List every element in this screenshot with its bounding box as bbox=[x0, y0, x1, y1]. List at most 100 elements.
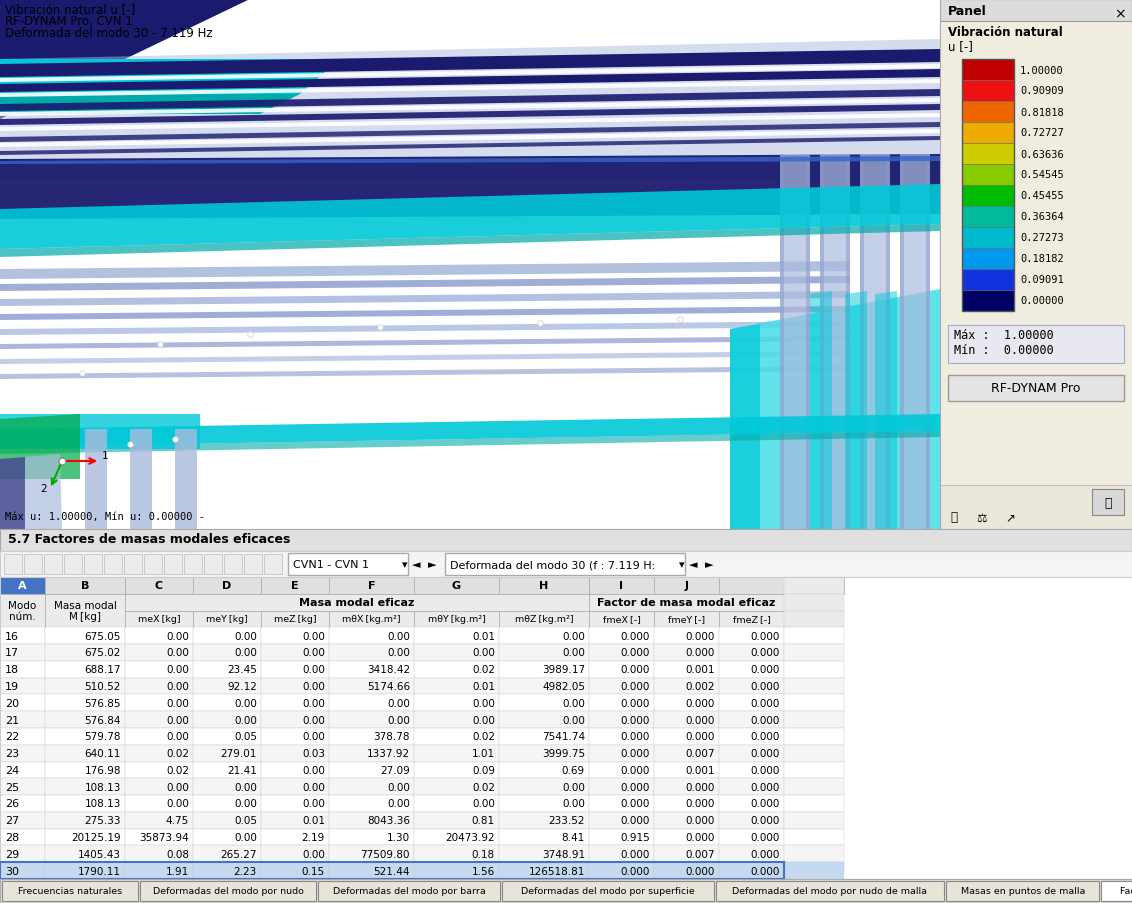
Text: 0.000: 0.000 bbox=[686, 782, 715, 792]
Bar bbox=[503, 881, 713, 901]
Bar bbox=[1092, 489, 1124, 516]
Bar bbox=[784, 845, 844, 862]
Text: 675.05: 675.05 bbox=[85, 631, 121, 641]
Bar bbox=[654, 661, 719, 678]
Bar bbox=[499, 661, 589, 678]
Bar bbox=[192, 610, 261, 628]
Bar bbox=[164, 554, 182, 574]
Polygon shape bbox=[780, 154, 784, 529]
Text: 0.00: 0.00 bbox=[234, 647, 257, 657]
Bar bbox=[192, 745, 261, 762]
Text: 0.01: 0.01 bbox=[302, 815, 325, 825]
Text: 🔍: 🔍 bbox=[1104, 497, 1112, 510]
Text: 92.12: 92.12 bbox=[228, 681, 257, 692]
Text: 0.000: 0.000 bbox=[751, 849, 780, 859]
Text: Frecuencias naturales: Frecuencias naturales bbox=[18, 887, 122, 896]
Bar bbox=[719, 829, 784, 845]
Bar bbox=[329, 661, 414, 678]
Bar bbox=[329, 762, 414, 778]
Text: u [-]: u [-] bbox=[947, 40, 972, 53]
Text: 279.01: 279.01 bbox=[221, 749, 257, 759]
Text: 20125.19: 20125.19 bbox=[71, 833, 121, 842]
Bar bbox=[962, 60, 1014, 312]
Bar bbox=[261, 728, 329, 745]
Text: 0.63636: 0.63636 bbox=[1020, 149, 1064, 159]
Bar bbox=[654, 678, 719, 694]
Text: Factores de masas modales eficaces: Factores de masas modales eficaces bbox=[1120, 887, 1132, 896]
Bar bbox=[589, 661, 654, 678]
Text: 0.00: 0.00 bbox=[302, 647, 325, 657]
Bar bbox=[654, 628, 719, 645]
Bar bbox=[192, 778, 261, 796]
Bar bbox=[125, 812, 192, 829]
Bar bbox=[719, 796, 784, 812]
Text: 0.001: 0.001 bbox=[686, 765, 715, 775]
Text: 0.09: 0.09 bbox=[472, 765, 495, 775]
Text: 16: 16 bbox=[5, 631, 19, 641]
Polygon shape bbox=[0, 60, 340, 95]
Text: Masa modal
M [kg]: Masa modal M [kg] bbox=[53, 600, 117, 621]
Bar bbox=[84, 554, 102, 574]
Bar bbox=[499, 728, 589, 745]
Bar bbox=[0, 845, 45, 862]
Bar bbox=[329, 862, 414, 879]
Text: 0.05: 0.05 bbox=[234, 815, 257, 825]
Text: F: F bbox=[368, 581, 375, 591]
Bar bbox=[719, 845, 784, 862]
Bar bbox=[962, 270, 1014, 291]
Text: 1: 1 bbox=[102, 451, 109, 461]
Text: Vibración natural: Vibración natural bbox=[947, 26, 1063, 39]
Text: 0.000: 0.000 bbox=[686, 631, 715, 641]
Bar bbox=[784, 694, 844, 712]
Text: 🎨: 🎨 bbox=[951, 511, 958, 524]
Text: 0.00: 0.00 bbox=[234, 798, 257, 808]
Bar bbox=[0, 712, 45, 728]
Text: 0.000: 0.000 bbox=[686, 698, 715, 708]
Text: Máx :  1.00000: Máx : 1.00000 bbox=[954, 329, 1054, 341]
Text: 0.00: 0.00 bbox=[302, 715, 325, 725]
Bar bbox=[261, 745, 329, 762]
Polygon shape bbox=[0, 90, 940, 112]
Bar bbox=[125, 594, 589, 610]
Bar bbox=[192, 694, 261, 712]
Bar bbox=[589, 610, 654, 628]
Text: 4.75: 4.75 bbox=[165, 815, 189, 825]
Text: 19: 19 bbox=[5, 681, 19, 692]
Text: 0.01: 0.01 bbox=[472, 681, 495, 692]
Text: Mín :  0.00000: Mín : 0.00000 bbox=[954, 344, 1054, 357]
Bar bbox=[589, 712, 654, 728]
Text: 0.000: 0.000 bbox=[751, 765, 780, 775]
Bar bbox=[946, 881, 1099, 901]
Text: 0.72727: 0.72727 bbox=[1020, 128, 1064, 138]
Bar bbox=[125, 694, 192, 712]
Bar bbox=[45, 628, 125, 645]
Text: mθZ [kg.m²]: mθZ [kg.m²] bbox=[515, 615, 573, 624]
Polygon shape bbox=[0, 276, 850, 292]
Bar bbox=[719, 661, 784, 678]
Text: 0.000: 0.000 bbox=[686, 731, 715, 741]
Bar bbox=[654, 610, 719, 628]
Text: 0.00: 0.00 bbox=[302, 782, 325, 792]
Text: 0.03: 0.03 bbox=[302, 749, 325, 759]
Polygon shape bbox=[860, 154, 864, 529]
Bar bbox=[0, 728, 45, 745]
Bar bbox=[499, 712, 589, 728]
Bar bbox=[719, 678, 784, 694]
Bar bbox=[719, 862, 784, 879]
Polygon shape bbox=[875, 292, 897, 529]
Bar bbox=[962, 81, 1014, 102]
Text: 576.84: 576.84 bbox=[85, 715, 121, 725]
Bar bbox=[261, 778, 329, 796]
Bar bbox=[414, 628, 499, 645]
Text: 0.81: 0.81 bbox=[472, 815, 495, 825]
Text: 0.000: 0.000 bbox=[620, 681, 650, 692]
Text: 5174.66: 5174.66 bbox=[367, 681, 410, 692]
Bar bbox=[329, 628, 414, 645]
Text: Deformadas del modo por nudo: Deformadas del modo por nudo bbox=[153, 887, 303, 896]
Text: 1.01: 1.01 bbox=[472, 749, 495, 759]
Bar bbox=[499, 778, 589, 796]
Bar bbox=[245, 554, 261, 574]
Polygon shape bbox=[780, 154, 811, 529]
Text: fmeY [-]: fmeY [-] bbox=[668, 615, 705, 624]
Text: 521.44: 521.44 bbox=[374, 866, 410, 876]
